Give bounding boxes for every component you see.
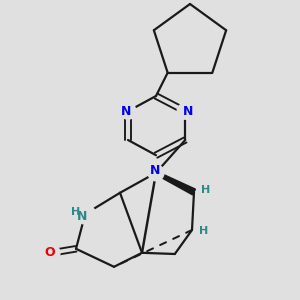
Circle shape: [177, 103, 193, 119]
Circle shape: [44, 245, 60, 261]
Circle shape: [195, 225, 207, 237]
Text: H: H: [201, 185, 211, 195]
Circle shape: [148, 165, 164, 181]
Polygon shape: [155, 171, 195, 195]
Circle shape: [197, 184, 209, 196]
Circle shape: [120, 103, 136, 119]
Text: O: O: [45, 246, 55, 259]
Text: N: N: [121, 105, 131, 118]
Circle shape: [75, 204, 95, 224]
Text: N: N: [77, 210, 87, 223]
Text: N: N: [182, 105, 193, 118]
Text: H: H: [70, 207, 80, 217]
Text: N: N: [150, 164, 160, 177]
Text: H: H: [200, 226, 208, 236]
